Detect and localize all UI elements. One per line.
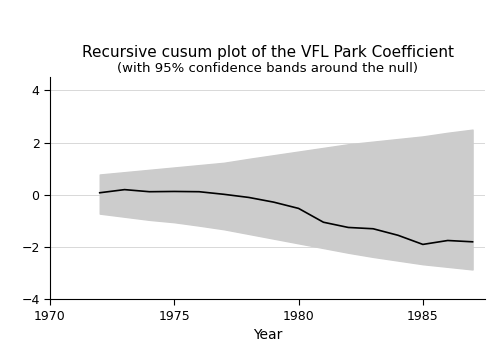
Text: Recursive cusum plot of the VFL Park Coefficient: Recursive cusum plot of the VFL Park Coe… xyxy=(82,45,454,60)
X-axis label: Year: Year xyxy=(253,328,282,342)
Text: (with 95% confidence bands around the null): (with 95% confidence bands around the nu… xyxy=(117,62,418,75)
